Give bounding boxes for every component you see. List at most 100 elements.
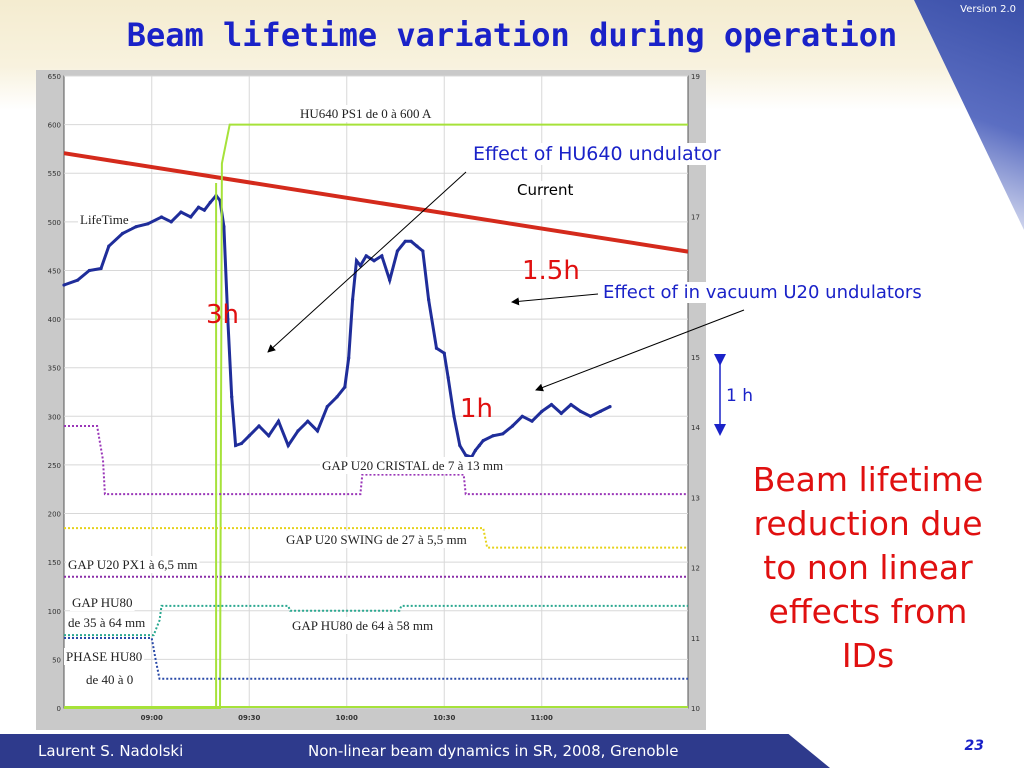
static-label-gap-hu80-bg — [70, 594, 135, 611]
series-line-gap-u20-cristal-de-7-13-mm — [64, 425, 688, 496]
lifetime-point — [421, 249, 425, 253]
lifetime-point — [442, 351, 446, 355]
lifetime-point — [598, 409, 602, 414]
y-tick-label-right: 11 — [691, 635, 700, 643]
lifetime-point — [520, 414, 524, 418]
lifetime-point — [134, 225, 138, 229]
series-label-lifetime-bg — [78, 211, 131, 228]
lifetime-point — [247, 434, 251, 438]
label-3h: 3h — [206, 300, 240, 330]
conclusion-line: Beam lifetime — [752, 460, 984, 499]
lifetime-point — [510, 424, 515, 428]
static-label-phase-hu80-range-bg — [84, 671, 136, 688]
static-label-gap-hu80-range: de 35 à 64 mm — [68, 615, 145, 630]
y-tick-label-left: 600 — [48, 122, 61, 130]
lifetime-point — [306, 419, 310, 423]
conclusion-line: IDs — [841, 636, 895, 675]
series-line-phase-hu80-de-40-0 — [64, 637, 688, 680]
y-tick-label-right: 10 — [691, 705, 700, 713]
x-tick-label: 09:30 — [238, 714, 260, 722]
series-label-gap-u20-px1: GAP U20 PX1 à 6,5 mm — [68, 557, 198, 572]
lifetime-point — [549, 403, 554, 407]
lifetime-point — [276, 419, 281, 423]
lifetime-point — [159, 215, 164, 219]
lifetime-point — [559, 411, 563, 415]
y-tick-label-left: 0 — [57, 705, 61, 713]
series-label-gap-hu80-bg — [290, 617, 436, 634]
lifetime-point — [351, 298, 355, 302]
lifetime-point — [325, 404, 329, 409]
lifetime-point — [87, 268, 91, 273]
y-tick-label-right: 13 — [691, 494, 700, 502]
lifetime-point — [62, 283, 66, 287]
lifetime-point — [452, 414, 456, 418]
static-label-phase-hu80-bg — [64, 648, 145, 665]
y-tick-label-left: 100 — [48, 608, 61, 616]
lifetime-point — [239, 441, 244, 446]
series-label-gap-u20-cristal: GAP U20 CRISTAL de 7 à 13 mm — [322, 458, 503, 473]
lifetime-point — [415, 244, 419, 248]
lifetime-point — [120, 231, 125, 236]
annotation-hu640-effect: Effect of HU640 undulator — [470, 143, 724, 165]
lifetime-point — [372, 259, 376, 263]
conclusion-line: to non linear — [763, 548, 973, 587]
lifetime-point — [354, 259, 359, 263]
series-label-gap-hu80: GAP HU80 de 64 à 58 mm — [292, 618, 433, 633]
x-tick-label: 10:30 — [433, 714, 455, 722]
static-label-gap-hu80-range-bg — [66, 614, 148, 631]
annotation-current: Current — [514, 181, 577, 199]
y-tick-label-left: 350 — [48, 365, 61, 373]
lifetime-point — [202, 208, 206, 212]
lifetime-point — [169, 220, 173, 224]
lifetime-point — [257, 424, 261, 428]
y-tick-label-left: 200 — [48, 511, 61, 519]
y-tick-label-right: 15 — [691, 354, 700, 362]
conclusion-text: Beam lifetime reduction due to non linea… — [728, 458, 1008, 678]
lifetime-point — [343, 385, 347, 389]
lifetime-point — [358, 264, 362, 268]
lifetime-point — [477, 443, 481, 448]
x-tick-label: 10:00 — [336, 714, 358, 722]
lifetime-point — [569, 403, 573, 407]
lifetime-point — [481, 439, 485, 443]
y-tick-label-left: 300 — [48, 413, 61, 421]
lifetime-point — [588, 414, 593, 418]
lifetime-point — [76, 278, 80, 282]
y-tick-label-right: 17 — [691, 213, 700, 221]
y-tick-label-left: 250 — [48, 462, 61, 470]
lifetime-point — [364, 254, 368, 258]
version-label: Version 2.0 — [960, 4, 1016, 15]
series-label-hu640: HU640 PS1 de 0 à 600 A — [300, 106, 432, 121]
lifetime-point — [530, 419, 534, 423]
lifetime-point — [179, 210, 183, 214]
series-label-gap-u20-px1-bg — [66, 556, 200, 573]
lifetime-point — [458, 443, 462, 448]
lifetime-point — [491, 434, 495, 438]
y-tick-label-left: 150 — [48, 559, 61, 567]
lifetime-point — [226, 317, 230, 321]
lifetime-point — [296, 429, 300, 433]
y-tick-label-left: 400 — [48, 316, 61, 324]
slide-title: Beam lifetime variation during operation — [126, 16, 898, 54]
series-line-gap-u20-swing-de-27-5-5-mm — [64, 527, 688, 549]
lifetime-point — [409, 239, 413, 243]
lifetime-point — [501, 432, 505, 436]
lifetime-point — [189, 215, 193, 219]
lifetime-point — [427, 298, 431, 302]
lifetime-point — [608, 404, 612, 409]
lifetime-point — [230, 395, 234, 399]
series-label-gap-u20-swing: GAP U20 SWING de 27 à 5,5 mm — [286, 532, 467, 547]
lifetime-point — [335, 395, 339, 399]
lifetime-point — [146, 222, 150, 226]
lifetime-point — [99, 266, 103, 271]
conclusion-line: reduction due — [753, 504, 983, 543]
y-tick-label-left: 450 — [48, 267, 61, 275]
y-tick-label-left: 50 — [52, 656, 61, 664]
lifetime-point — [286, 443, 290, 448]
footer-author: Laurent S. Nadolski — [38, 742, 184, 760]
lifetime-point — [222, 225, 226, 229]
lifetime-point — [579, 409, 583, 414]
static-label-gap-hu80: GAP HU80 — [72, 595, 133, 610]
y-tick-label-left: 650 — [48, 73, 61, 81]
lifetime-point — [464, 453, 468, 457]
